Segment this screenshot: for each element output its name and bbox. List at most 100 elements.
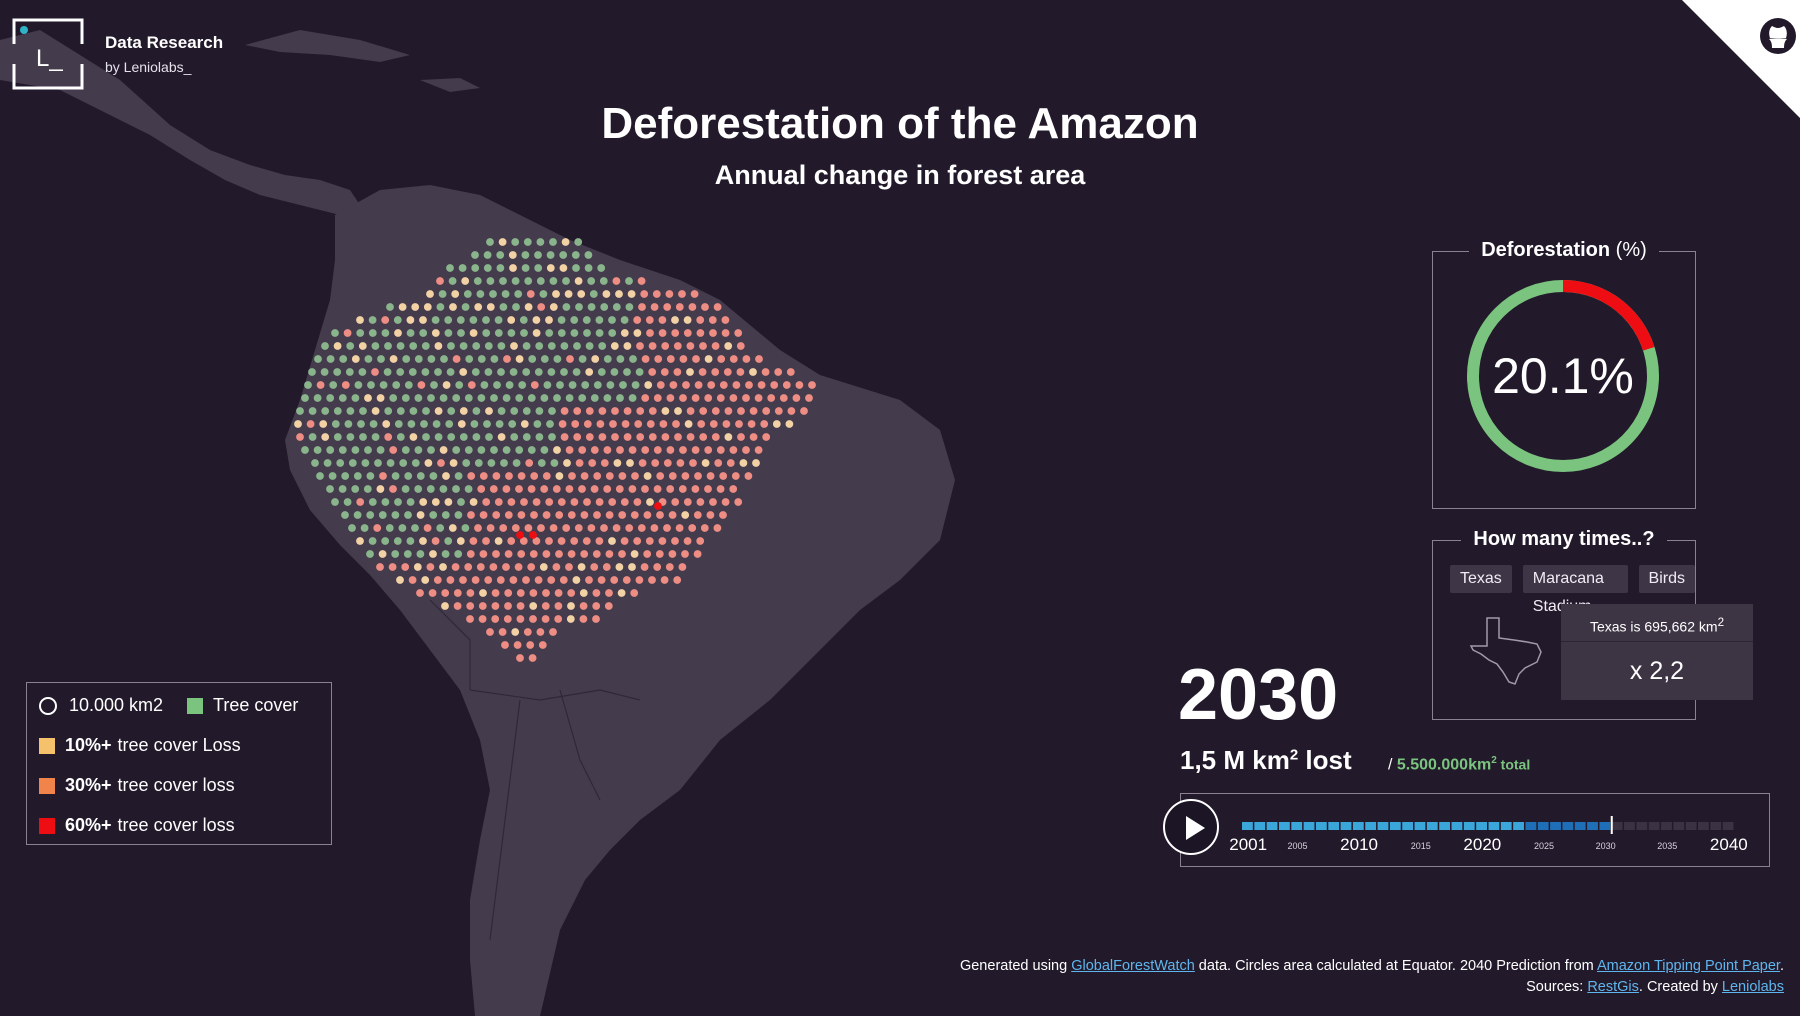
forest-dot — [420, 420, 428, 428]
forest-dot — [587, 303, 596, 311]
timeline-year-tick — [1476, 822, 1487, 830]
forest-dot — [353, 472, 362, 480]
timeline-year-tick — [1550, 822, 1561, 830]
forest-dot — [548, 433, 556, 441]
forest-dot — [582, 316, 591, 324]
forest-dot — [641, 394, 650, 402]
forest-dot — [660, 368, 669, 376]
forest-dot — [645, 316, 654, 324]
forest-dot — [732, 381, 741, 389]
leniolabs-link[interactable]: Leniolabs — [1721, 979, 1784, 995]
central-america-landmass — [0, 30, 360, 215]
compare-option-texas[interactable]: Texas — [1450, 565, 1512, 593]
forest-dot — [516, 602, 525, 610]
forest-dot — [604, 602, 613, 610]
area-lost: 1,5 M km2 lost — [1180, 745, 1352, 775]
leniolabs-logo[interactable]: L_ — [10, 16, 86, 92]
forest-dot — [673, 368, 682, 376]
forest-dot — [567, 602, 575, 610]
forest-dot — [391, 511, 400, 519]
forest-dot — [476, 290, 485, 298]
forest-dot — [706, 511, 715, 519]
forest-dot — [511, 524, 520, 532]
forest-dot — [643, 472, 652, 480]
forest-dot — [579, 615, 588, 623]
forest-dot — [714, 459, 723, 467]
forest-dot — [529, 550, 538, 558]
github-corner-link[interactable] — [1682, 0, 1800, 118]
forest-dot — [565, 394, 574, 402]
forest-dot — [598, 433, 607, 441]
forest-dot — [524, 303, 533, 311]
compare-option-birds[interactable]: Birds — [1638, 565, 1695, 593]
forest-dot — [369, 420, 378, 428]
forest-dot — [574, 277, 583, 285]
forest-dot — [523, 628, 532, 636]
forest-dot — [457, 420, 466, 428]
forest-dot — [658, 537, 667, 545]
forest-dot — [553, 446, 561, 454]
timeline-year-tick — [1648, 822, 1660, 830]
forest-dot — [690, 290, 699, 298]
restgis-link[interactable]: RestGis — [1587, 979, 1639, 995]
forest-dot — [490, 446, 498, 454]
forest-dot — [631, 472, 639, 480]
play-button[interactable] — [1163, 799, 1219, 855]
forest-dot — [608, 537, 616, 545]
forest-dot — [620, 329, 629, 337]
forest-dot — [464, 485, 473, 493]
forest-dot — [602, 563, 611, 571]
forest-dot — [682, 381, 690, 389]
forest-dot — [459, 433, 468, 441]
forest-dot — [561, 238, 570, 246]
year-timeline-slider[interactable]: 2001 2010 2020 2040 2005 2015 2025 2030 2035 — [1230, 808, 1790, 858]
forest-dot — [571, 251, 580, 259]
forest-dot — [729, 355, 738, 363]
forest-dot — [429, 511, 438, 519]
forest-dot — [527, 394, 536, 402]
forest-dot — [326, 355, 335, 363]
github-icon — [1760, 18, 1796, 54]
forest-dot — [376, 446, 385, 454]
tipping-point-paper-link[interactable]: Amazon Tipping Point Paper — [1596, 958, 1780, 974]
forest-dot — [480, 381, 489, 389]
forest-dot — [625, 524, 634, 532]
forest-dot — [567, 511, 576, 519]
forest-dot — [507, 316, 516, 324]
forest-dot — [328, 472, 337, 480]
forest-dot — [579, 589, 588, 597]
forest-dot — [466, 602, 475, 610]
forest-dot — [648, 342, 657, 350]
forest-dot — [354, 381, 363, 389]
forest-dot — [501, 290, 510, 298]
forest-dot — [666, 446, 675, 454]
forest-dot — [448, 524, 457, 532]
forest-dot — [512, 459, 521, 467]
forest-dot — [595, 537, 604, 545]
forest-dot — [731, 472, 740, 480]
forest-dot — [367, 381, 375, 389]
forest-dot — [353, 511, 362, 519]
forest-dot — [686, 407, 695, 415]
forest-dot — [509, 368, 518, 376]
forest-dot — [568, 472, 576, 480]
compare-option-maracana[interactable]: Maracana Stadium — [1522, 565, 1628, 615]
forest-dot — [356, 316, 364, 324]
forest-dot — [482, 329, 491, 337]
forest-dot — [729, 446, 738, 454]
forest-dot — [547, 368, 556, 376]
forest-dot — [515, 394, 524, 402]
forest-dot — [696, 316, 705, 324]
forest-dot — [394, 420, 403, 428]
forest-dot — [709, 329, 717, 337]
globalforestwatch-link[interactable]: GlobalForestWatch — [1071, 958, 1195, 974]
forest-dot — [800, 407, 808, 415]
forest-dot — [477, 485, 486, 493]
forest-dot — [618, 511, 627, 519]
forest-dot — [656, 472, 665, 480]
forest-dot — [625, 277, 633, 285]
forest-dot — [526, 641, 535, 649]
forest-dot — [462, 459, 471, 467]
forest-dot — [622, 576, 631, 584]
forest-dot — [338, 446, 347, 454]
